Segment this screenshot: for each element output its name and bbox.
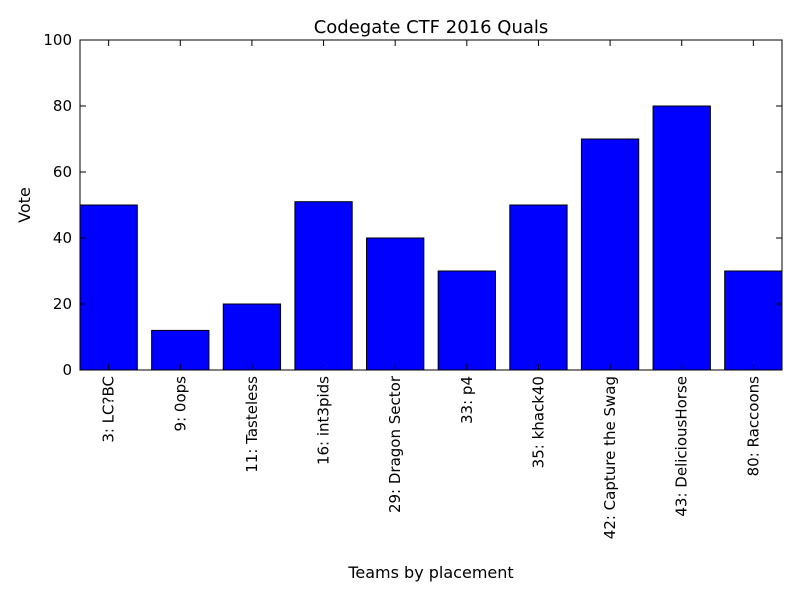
- y-tick-label: 40: [53, 229, 72, 247]
- x-tick-label: 3: LC?BC: [100, 376, 118, 443]
- x-axis-ticks: 3: LC?BC 9: 0ops 11: Tasteless 16: int3pids…: [100, 40, 762, 539]
- x-tick-label: 33: p4: [458, 376, 476, 424]
- x-tick-label: 29: Dragon Sector: [386, 375, 404, 513]
- plot-frame: [79, 39, 783, 371]
- x-tick-label: 80: Raccoons: [744, 376, 762, 477]
- x-tick-label: 16: int3pids: [315, 376, 333, 465]
- y-axis-label: Vote: [15, 187, 34, 223]
- bar: [437, 270, 496, 371]
- bar: [79, 204, 138, 371]
- bar: [580, 138, 640, 371]
- y-tick-label: 20: [53, 295, 72, 313]
- bar: [366, 237, 425, 371]
- bar: [222, 303, 282, 371]
- x-tick-label: 43: DeliciousHorse: [673, 376, 691, 517]
- chart-title: Codegate CTF 2016 Quals: [314, 17, 549, 38]
- y-tick-label: 100: [43, 31, 72, 49]
- x-tick-label: 42: Capture the Swag: [601, 376, 619, 539]
- x-tick-label: 11: Tasteless: [243, 376, 261, 473]
- bar: [294, 201, 353, 371]
- y-tick-label: 0: [62, 361, 72, 379]
- bar: [509, 204, 568, 371]
- x-tick-label: 9: 0ops: [171, 376, 189, 432]
- x-tick-label: 35: khack40: [529, 376, 547, 468]
- bar: [652, 105, 711, 371]
- x-axis-label: Teams by placement: [347, 563, 513, 582]
- bar: [151, 329, 210, 371]
- bars-group: [79, 105, 783, 371]
- y-tick-label: 60: [53, 163, 72, 181]
- bar: [724, 270, 783, 371]
- y-tick-label: 80: [53, 97, 72, 115]
